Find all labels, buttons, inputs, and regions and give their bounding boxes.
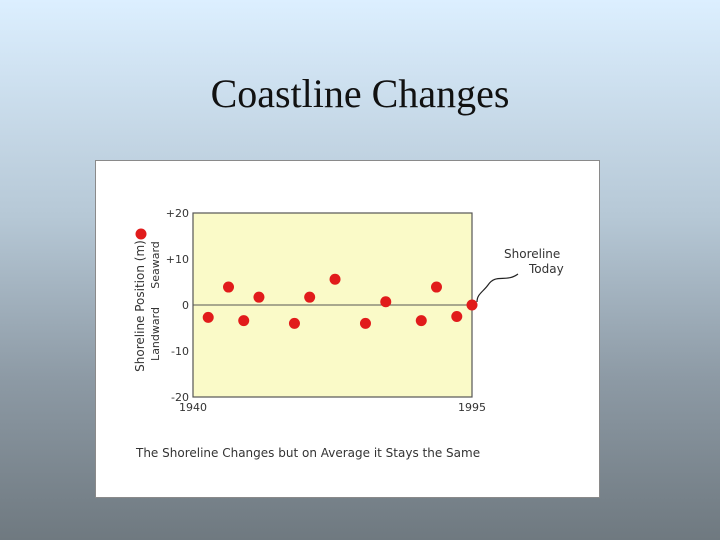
data-point [238,315,250,327]
x-tick-label: 1995 [458,401,486,414]
y-tick-label: -10 [171,345,189,358]
annotation-line-1: Shoreline [504,247,560,261]
data-point [451,311,463,322]
data-point [253,291,265,303]
data-point [202,311,214,323]
data-point [430,281,442,293]
data-point [304,291,316,303]
annotation-line-2: Today [528,262,564,276]
y-tick-label: +20 [166,207,189,220]
data-point [415,315,427,327]
data-point [359,317,371,329]
y-axis-label-landward: Landward [149,307,162,361]
legend-marker [135,228,147,240]
data-point [223,281,235,293]
annotation-arrow [476,273,519,303]
y-axis-label: Shoreline Position (m) [133,240,147,372]
y-axis-label-seaward: Seaward [149,241,162,289]
x-tick-label: 1940 [179,401,207,414]
figure-panel: +20 +10 0 -10 -20 1940 1995 Shoreline Positio… [95,160,600,498]
data-point [466,299,478,311]
data-point [380,296,392,308]
data-point [288,317,300,329]
y-tick-label: -20 [171,391,189,404]
data-points [202,273,478,329]
figure-caption: The Shoreline Changes but on Average it … [135,446,480,460]
data-point [329,273,341,285]
chart: +20 +10 0 -10 -20 1940 1995 Shoreline Positio… [133,207,564,460]
y-tick-label: +10 [166,253,189,266]
slide-title: Coastline Changes [210,71,510,116]
y-tick-labels: +20 +10 0 -10 -20 [166,207,189,404]
x-tick-labels: 1940 1995 [179,401,486,414]
y-tick-label: 0 [182,299,189,312]
